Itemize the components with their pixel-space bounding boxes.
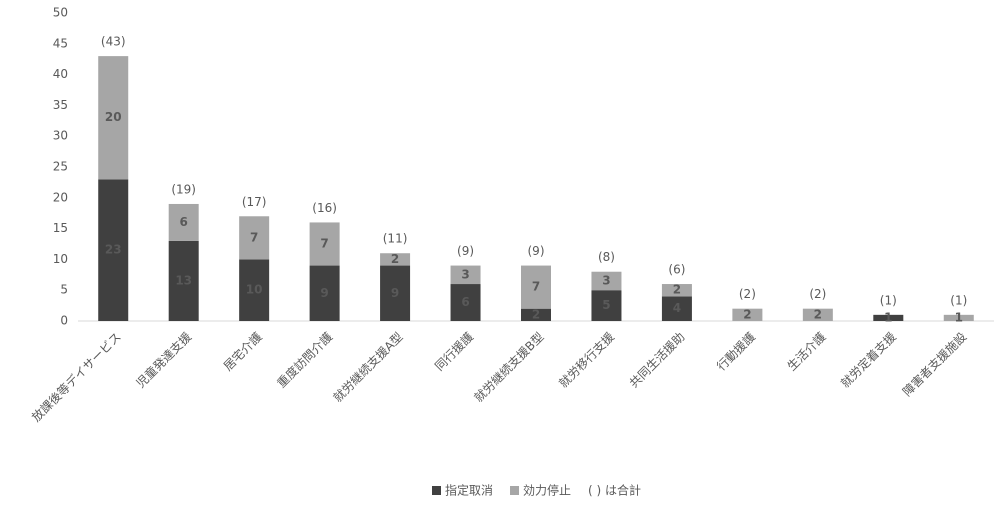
x-tick-label: 重度訪問介護 xyxy=(274,329,336,391)
bar-segment xyxy=(450,284,481,321)
value-label: 9 xyxy=(391,286,399,300)
value-label: 23 xyxy=(105,243,122,257)
y-tick-label: 5 xyxy=(60,283,68,297)
value-label: 6 xyxy=(461,295,469,309)
value-label: 3 xyxy=(461,267,469,281)
total-label: (6) xyxy=(668,263,685,277)
value-label: 1 xyxy=(955,310,963,324)
y-tick-label: 0 xyxy=(60,314,68,328)
y-tick-label: 45 xyxy=(53,36,68,50)
x-tick-label: 放課後等デイサービス xyxy=(28,329,123,424)
y-tick-label: 50 xyxy=(53,6,68,20)
x-tick-label: 同行援護 xyxy=(432,329,477,374)
value-label: 7 xyxy=(320,237,328,251)
bar-segment xyxy=(802,308,833,321)
bar-segment xyxy=(661,296,692,321)
value-label: 2 xyxy=(673,283,681,297)
total-label: (16) xyxy=(312,201,337,215)
y-tick-label: 35 xyxy=(53,98,68,112)
bar-segment xyxy=(450,265,481,285)
bar-segment xyxy=(943,314,974,321)
value-label: 9 xyxy=(320,286,328,300)
bar-segment xyxy=(239,216,270,260)
legend-label: 効力停止 xyxy=(523,483,571,498)
value-label: 1 xyxy=(884,310,892,324)
total-label: (1) xyxy=(880,293,897,307)
total-label: (2) xyxy=(739,287,756,301)
value-label: 10 xyxy=(246,283,263,297)
legend-swatch xyxy=(432,486,441,495)
x-tick-label: 児童発達支援 xyxy=(133,329,195,391)
total-label: (17) xyxy=(242,195,267,209)
y-tick-label: 20 xyxy=(53,190,68,204)
bar-segment xyxy=(380,253,411,266)
bar-segment xyxy=(591,271,622,291)
value-label: 20 xyxy=(105,110,122,124)
total-label: (43) xyxy=(101,35,126,49)
bar-segment xyxy=(873,314,904,321)
total-label: (2) xyxy=(809,287,826,301)
y-tick-label: 25 xyxy=(53,160,68,174)
total-label: (19) xyxy=(171,182,196,196)
x-tick-label: 障害者支援施設 xyxy=(899,329,969,399)
value-label: 7 xyxy=(250,230,258,244)
value-label: 2 xyxy=(814,307,822,321)
x-tick-label: 生活介護 xyxy=(784,329,829,374)
bar-segment xyxy=(98,179,129,321)
legend-note: ( ) は合計 xyxy=(588,483,641,498)
total-label: (9) xyxy=(457,244,474,258)
bar-segment xyxy=(591,290,622,321)
x-tick-label: 就労定着支援 xyxy=(837,329,899,391)
legend-swatch xyxy=(510,486,520,495)
bar-segment xyxy=(661,284,692,297)
y-tick-label: 10 xyxy=(53,252,68,266)
value-label: 4 xyxy=(673,301,681,315)
x-tick-label: 共同生活援助 xyxy=(627,330,688,391)
bar-segment xyxy=(380,265,411,321)
total-label: (11) xyxy=(383,232,408,246)
value-label: 2 xyxy=(743,307,751,321)
x-tick-label: 就労継続支援B型 xyxy=(471,329,547,405)
bar-segment xyxy=(309,265,340,321)
x-tick-label: 行動援護 xyxy=(713,329,758,374)
value-label: 3 xyxy=(602,273,610,287)
value-label: 7 xyxy=(532,280,540,294)
x-tick-label: 就労継続支援A型 xyxy=(330,329,406,405)
total-label: (9) xyxy=(528,244,545,258)
bar-segment xyxy=(98,56,129,180)
bar-segment xyxy=(168,240,199,321)
bar-segment xyxy=(168,203,199,241)
x-tick-label: 居宅介護 xyxy=(220,329,265,374)
total-label: (1) xyxy=(950,293,967,307)
bar-segment xyxy=(732,308,763,321)
bar-segment xyxy=(521,265,551,309)
value-label: 2 xyxy=(532,307,540,321)
x-tick-label: 就労移行支援 xyxy=(556,330,617,391)
total-label: (8) xyxy=(598,250,615,264)
value-label: 2 xyxy=(391,252,399,266)
y-tick-label: 15 xyxy=(53,221,68,235)
y-tick-label: 40 xyxy=(53,67,68,81)
bar-segment xyxy=(309,222,340,266)
value-label: 13 xyxy=(175,273,192,287)
bar-segment xyxy=(239,259,270,321)
value-label: 5 xyxy=(602,298,610,312)
legend-label: 指定取消 xyxy=(445,483,493,498)
value-label: 6 xyxy=(180,215,188,229)
y-tick-label: 30 xyxy=(53,129,68,143)
bar-segment xyxy=(521,308,551,321)
